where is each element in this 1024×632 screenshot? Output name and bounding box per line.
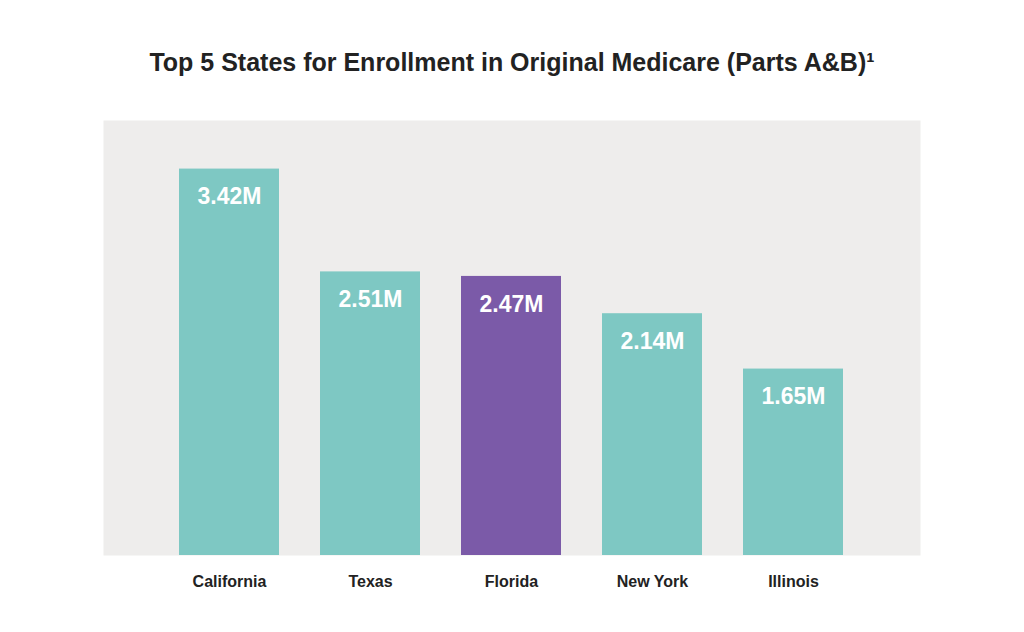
svg-text:Texas: Texas (348, 573, 392, 590)
svg-text:1.65M: 1.65M (762, 383, 826, 409)
svg-text:2.47M: 2.47M (480, 291, 544, 317)
svg-text:3.42M: 3.42M (198, 183, 262, 209)
svg-text:2.14M: 2.14M (621, 328, 685, 354)
svg-text:California: California (193, 573, 267, 590)
svg-text:2.51M: 2.51M (339, 286, 403, 312)
html-text:Top 5 States for Enrollment in: Top 5 States for Enrollment in Original … (149, 48, 875, 76)
svg-text:Florida: Florida (485, 573, 538, 590)
svg-text:New York: New York (617, 573, 689, 590)
svg-text:Illinois: Illinois (768, 573, 819, 590)
